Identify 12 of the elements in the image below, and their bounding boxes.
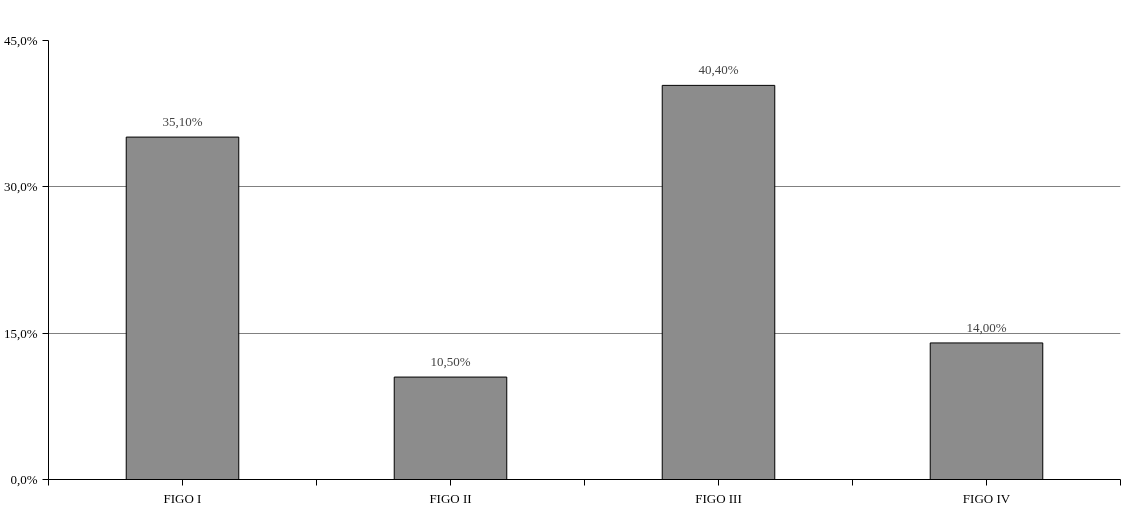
data-label: 35,10% xyxy=(162,114,203,130)
x-tick-label: FIGO I xyxy=(163,490,202,506)
data-label: 40,40% xyxy=(698,62,739,78)
y-tick-label: 15,0% xyxy=(3,325,38,341)
y-tick-label: 30,0% xyxy=(3,179,38,195)
x-tick-label: FIGO IV xyxy=(962,490,1011,506)
data-label: 10,50% xyxy=(430,354,471,370)
y-tick-label: 45,0% xyxy=(3,33,38,48)
data-label: 14,00% xyxy=(966,319,1007,335)
y-tick-label: 0,0% xyxy=(10,472,38,487)
x-tick-label: FIGO II xyxy=(429,490,472,506)
x-tick-label: FIGO III xyxy=(695,490,742,506)
